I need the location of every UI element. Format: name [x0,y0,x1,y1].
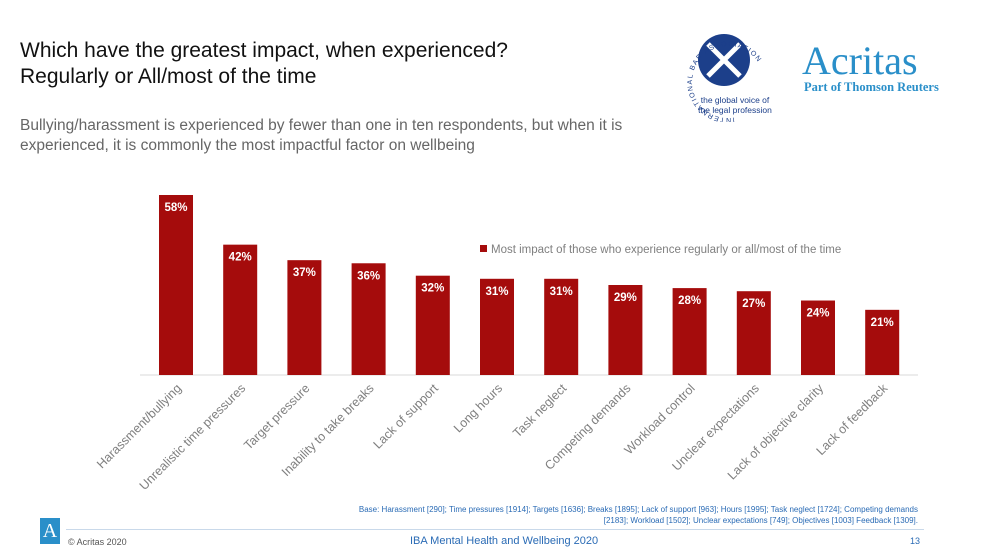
footer-divider [66,529,924,530]
data-label-11: 24% [806,308,829,320]
bar-4 [351,263,386,375]
title-line-2: Regularly or All/most of the time [20,65,317,88]
bar-10 [736,291,771,375]
bar-8 [608,285,643,375]
data-label-7: 31% [550,286,573,298]
footer-acritas-logo: A [40,518,60,544]
bar-11 [801,300,835,375]
bar-6 [480,278,514,375]
footer-copyright: © Acritas 2020 [68,537,127,547]
data-label-1: 58% [164,202,187,214]
iba-tagline: the global voice of the legal profession [680,95,790,115]
x-tick-label-7: Task neglect [510,381,569,440]
iba-tagline-line-1: the global voice of [700,95,770,105]
data-label-12: 21% [871,317,894,329]
data-label-9: 28% [678,295,701,307]
data-label-10: 27% [742,298,765,310]
page-number: 13 [910,536,921,546]
bar-7 [544,278,579,375]
x-tick-label-5: Lack of support [371,381,442,452]
data-label-2: 42% [229,252,252,264]
footer-report-title: IBA Mental Health and Wellbeing 2020 [410,535,599,547]
acritas-subtitle: Part of Thomson Reuters [804,80,939,94]
x-tick-label-6: Long hours [451,381,505,435]
data-label-8: 29% [614,292,637,304]
bar-2 [223,244,258,375]
base-note: Base: Harassment [290]; Time pressures [… [358,505,918,525]
data-label-3: 37% [293,267,316,279]
slide-title: Which have the greatest impact, when exp… [20,38,580,90]
x-tick-label-3: Target pressure [241,381,312,452]
slide-subtitle: Bullying/harassment is experienced by fe… [20,117,623,154]
legend-label: Most impact of those who experience regu… [491,244,841,256]
data-label-4: 36% [357,270,380,282]
bar-1 [159,195,193,375]
iba-tagline-line-2: the legal profession [698,105,772,115]
bar-12 [865,309,900,375]
data-label-5: 32% [421,283,444,295]
title-line-1: Which have the greatest impact, when exp… [20,39,508,62]
bar-3 [287,260,322,375]
acritas-logo: Acritas [802,38,918,83]
iba-logo: INTERNATIONAL BAR ASSOCIATION [687,34,761,122]
bar-9 [672,288,707,375]
legend-swatch [480,245,487,252]
bar-5 [415,275,450,375]
data-label-6: 31% [485,286,508,298]
x-tick-label-12: Lack of feedback [814,381,891,458]
x-tick-label-2: Unrealistic time pressures [137,381,249,493]
